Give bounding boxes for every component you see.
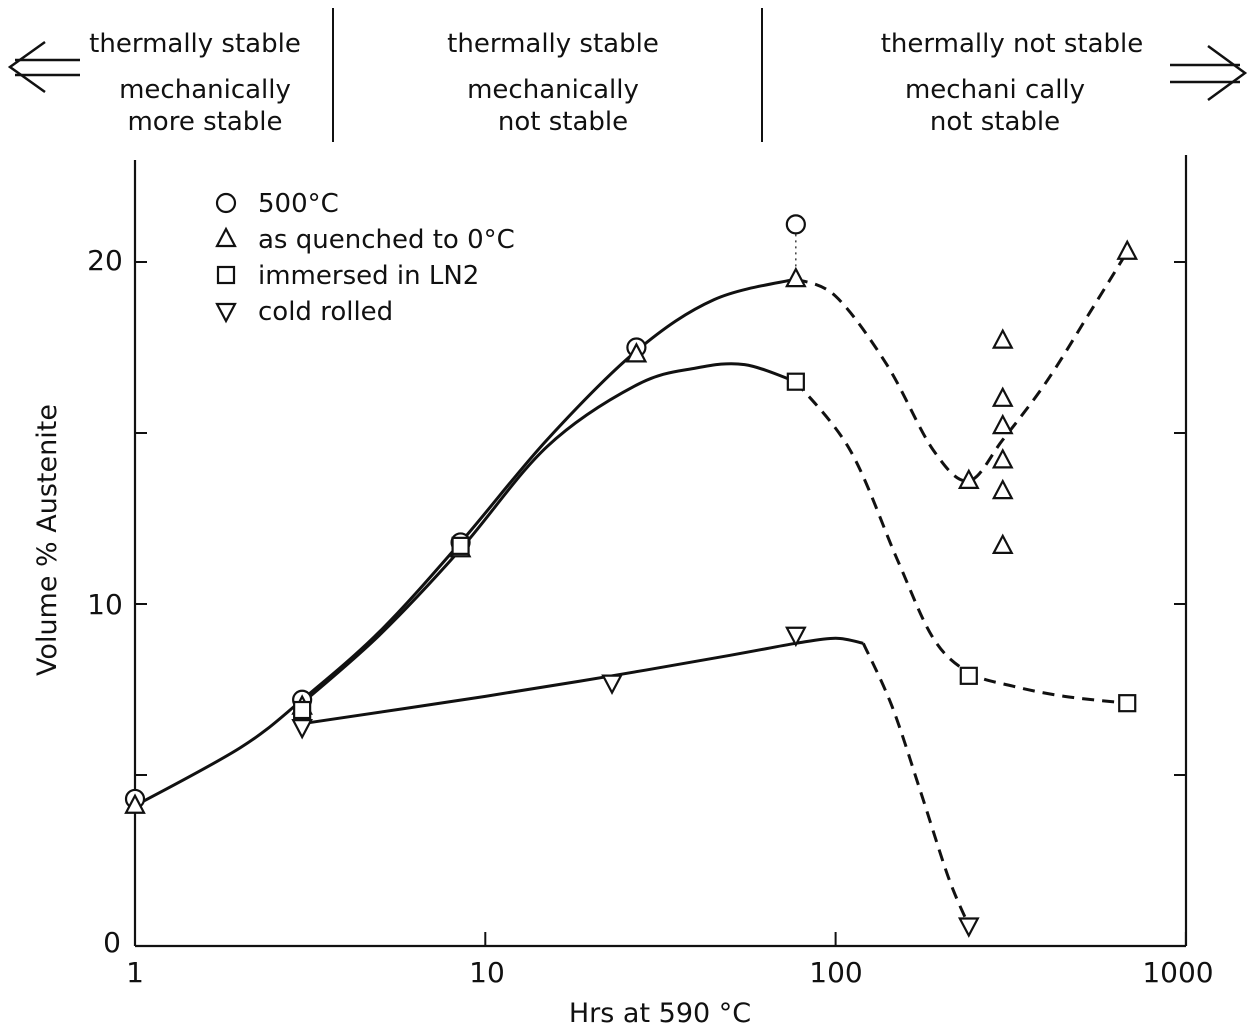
marker-quenched bbox=[994, 416, 1012, 433]
marker-quenched bbox=[994, 481, 1012, 498]
region-1-line1: thermally stable bbox=[89, 29, 301, 59]
legend-label-cold-rolled: cold rolled bbox=[258, 297, 393, 327]
curve-cold-rolled-dashed bbox=[863, 643, 968, 925]
marker-ln2 bbox=[961, 668, 977, 684]
region-2-line2: mechanically bbox=[467, 75, 639, 105]
y-tick-label-0: 0 bbox=[103, 926, 121, 959]
legend-marker-cold-rolled bbox=[217, 304, 235, 321]
legend-marker-ln2 bbox=[218, 267, 234, 283]
marker-quenched bbox=[1118, 242, 1136, 259]
marker-cold-rolled bbox=[603, 676, 621, 693]
legend-marker-500c bbox=[217, 194, 235, 212]
marker-500c bbox=[787, 215, 805, 233]
right-arrow-icon bbox=[1170, 46, 1245, 100]
legend-label-ln2: immersed in LN2 bbox=[258, 261, 479, 291]
region-2-line1: thermally stable bbox=[447, 29, 659, 59]
marker-quenched bbox=[994, 536, 1012, 553]
marker-quenched bbox=[787, 269, 805, 286]
x-tick-label-10: 10 bbox=[469, 956, 505, 989]
curve-cold-rolled-solid bbox=[302, 638, 863, 724]
marker-ln2 bbox=[1119, 695, 1135, 711]
region-1-line3: more stable bbox=[127, 107, 282, 137]
curve-ln2-solid bbox=[302, 364, 796, 703]
curve-quenched-dashed bbox=[796, 252, 1127, 481]
x-tick-label-1000: 1000 bbox=[1142, 956, 1213, 989]
marker-quenched bbox=[994, 331, 1012, 348]
marker-ln2 bbox=[453, 538, 469, 554]
legend: 500°C as quenched to 0°C immersed in LN2… bbox=[217, 189, 515, 327]
legend-label-500c: 500°C bbox=[258, 189, 339, 219]
ticks bbox=[135, 262, 1186, 946]
curve-ln2-dashed bbox=[796, 382, 1127, 703]
left-arrow-icon bbox=[10, 42, 80, 92]
region-3-line2: mechani cally bbox=[905, 75, 1085, 105]
y-axis-title: Volume % Austenite bbox=[32, 404, 63, 676]
legend-marker-quenched bbox=[217, 229, 235, 246]
x-tick-label-1: 1 bbox=[126, 956, 144, 989]
region-3-line1: thermally not stable bbox=[881, 29, 1144, 59]
marker-quenched bbox=[994, 389, 1012, 406]
region-2-line3: not stable bbox=[498, 107, 628, 137]
y-tick-label-20: 20 bbox=[87, 244, 123, 277]
x-axis-title: Hrs at 590 °C bbox=[569, 998, 751, 1029]
y-tick-label-10: 10 bbox=[87, 588, 123, 621]
marker-cold-rolled bbox=[960, 918, 978, 935]
legend-label-quenched: as quenched to 0°C bbox=[258, 225, 515, 255]
legend-markers bbox=[217, 194, 235, 321]
region-1-line2: mechanically bbox=[119, 75, 291, 105]
region-header: thermally stable mechanically more stabl… bbox=[10, 8, 1245, 142]
marker-ln2 bbox=[788, 374, 804, 390]
curves bbox=[135, 234, 1127, 925]
marker-cold-rolled bbox=[293, 720, 311, 737]
x-tick-label-100: 100 bbox=[809, 956, 862, 989]
region-3-line3: not stable bbox=[930, 107, 1060, 137]
marker-quenched bbox=[994, 450, 1012, 467]
marker-ln2 bbox=[294, 702, 310, 718]
